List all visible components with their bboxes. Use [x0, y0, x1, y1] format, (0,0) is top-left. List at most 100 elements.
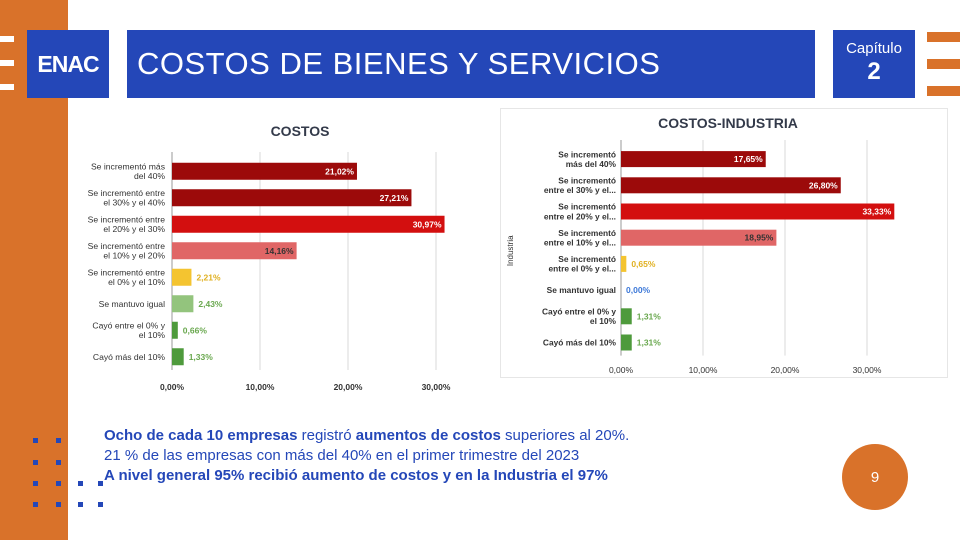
summary-text: Ocho de cada 10 empresas registró aument… — [104, 426, 629, 486]
value-label: 2,43% — [198, 299, 223, 309]
category-label-line: el 20% y el 30% — [103, 224, 165, 234]
category-label-line: el 10% — [139, 330, 166, 340]
category-label: Se incrementó entre el 30% y el 40% — [88, 188, 166, 208]
bar — [621, 308, 632, 325]
category-label-line: Cayó más del 10% — [93, 352, 165, 362]
chapter-label: Capítulo — [846, 40, 902, 57]
value-label: 17,65% — [734, 154, 763, 164]
summary-line-1: Ocho de cada 10 empresas registró aument… — [104, 426, 629, 446]
bar — [621, 203, 895, 220]
bar — [172, 268, 192, 286]
value-label: 14,16% — [265, 246, 294, 256]
category-label-line: Cayó entre el 0% y — [542, 307, 616, 317]
category-label-line: Se mantuvo igual — [99, 299, 165, 309]
decor-dot — [98, 481, 103, 486]
category-label-line: Se mantuvo igual — [547, 285, 616, 295]
chart-costos-industria: COSTOS-INDUSTRIA Industria 0,00% 10,00% 20,0… — [506, 115, 895, 375]
category-label-line: entre el 20% y el... — [544, 211, 616, 221]
category-label-line: Se incrementó — [558, 176, 616, 186]
category-label-line: Se incrementó más — [91, 161, 165, 171]
summary-line-3: A nivel general 95% recibió aumento de c… — [104, 467, 608, 484]
category-label: Cayó entre el 0% y el 10% — [92, 320, 165, 340]
category-label: Se incrementó más del 40% — [558, 149, 616, 169]
category-label: Se incrementó entre el 10% y el 20% — [88, 241, 166, 261]
category-label-line: el 0% y el 10% — [108, 277, 165, 287]
x-tick-label: 10,00% — [689, 365, 718, 375]
category-label-line: del 40% — [134, 171, 165, 181]
left-stripe — [0, 36, 14, 42]
category-label: Cayó más del 10% — [543, 338, 617, 348]
x-tick-label: 30,00% — [853, 365, 882, 375]
bar — [172, 242, 297, 260]
category-label: Se incrementó entre el 20% y el... — [544, 202, 616, 222]
chart-costos: COSTOS 0,00% 10,00% 20,00% 30,00% Se incremen… — [88, 123, 451, 392]
chapter-badge: Capítulo 2 — [833, 30, 915, 98]
category-label: Se incrementó entre el 30% y el... — [544, 176, 616, 196]
category-label-line: el 10% — [590, 316, 617, 326]
logo-text: ENAC — [37, 50, 99, 77]
category-label-line: Se incrementó — [558, 149, 616, 159]
category-label-line: Cayó entre el 0% y — [92, 320, 165, 330]
summary-bold: aumentos de costos — [355, 427, 501, 444]
summary-bold: Ocho de cada 10 empresas — [104, 427, 298, 444]
category-label: Se incrementó más del 40% — [91, 161, 165, 181]
category-label: Se mantuvo igual — [99, 299, 165, 309]
bar — [621, 229, 777, 246]
chart-title: COSTOS-INDUSTRIA — [658, 115, 798, 131]
value-label: 27,21% — [380, 193, 409, 203]
value-label: 1,33% — [189, 352, 214, 362]
value-label: 18,95% — [745, 233, 774, 243]
value-label: 2,21% — [196, 272, 221, 282]
value-label: 0,66% — [183, 325, 208, 335]
chapter-number: 2 — [867, 58, 881, 85]
category-label-line: entre el 30% y el... — [544, 185, 616, 195]
summary-plain: registró — [297, 427, 356, 444]
chart-industria-panel: COSTOS-INDUSTRIA Industria 0,00% 10,00% 20,0… — [500, 108, 948, 378]
bar — [172, 215, 445, 233]
category-label: Se incrementó entre el 20% y el 30% — [88, 214, 166, 234]
category-label-line: el 30% y el 40% — [103, 198, 165, 208]
x-tick-label: 0,00% — [160, 382, 185, 392]
category-label-line: Se incrementó entre — [88, 267, 166, 277]
bar — [172, 162, 357, 180]
value-label: 1,31% — [637, 338, 662, 348]
x-tick-label: 20,00% — [334, 382, 363, 392]
title-bar: COSTOS DE BIENES Y SERVICIOS — [127, 30, 815, 98]
bar — [172, 321, 178, 339]
category-label-line: Se incrementó — [558, 254, 616, 264]
bar — [621, 334, 632, 351]
category-label-line: Se incrementó — [558, 228, 616, 238]
category-label: Se incrementó entre el 10% y el... — [544, 228, 616, 248]
right-mark — [927, 59, 960, 69]
value-label: 0,00% — [626, 285, 651, 295]
page-title: COSTOS DE BIENES Y SERVICIOS — [137, 46, 661, 81]
bar — [172, 348, 184, 366]
x-tick-label: 10,00% — [246, 382, 275, 392]
bar — [172, 295, 194, 313]
category-label-line: Se incrementó — [558, 202, 616, 212]
decor-dot — [56, 460, 61, 465]
category-label: Se incrementó entre el 0% y el... — [549, 254, 617, 274]
decor-dot — [56, 438, 61, 443]
x-tick-label: 30,00% — [422, 382, 451, 392]
bar — [621, 151, 766, 168]
value-label: 30,97% — [413, 219, 442, 229]
chart-title: COSTOS — [271, 123, 330, 139]
category-label: Se mantuvo igual — [547, 285, 616, 295]
category-label: Se incrementó entre el 0% y el 10% — [88, 267, 166, 287]
category-label-line: Cayó más del 10% — [543, 338, 617, 348]
y-axis-title: Industria — [506, 235, 515, 266]
category-label-line: Se incrementó entre — [88, 241, 166, 251]
right-mark — [927, 32, 960, 42]
bar — [621, 255, 627, 272]
category-label-line: entre el 0% y el... — [549, 264, 617, 274]
category-label-line: entre el 10% y el... — [544, 238, 616, 248]
category-label-line: Se incrementó entre — [88, 188, 166, 198]
value-label: 0,65% — [631, 259, 656, 269]
decor-dot — [56, 502, 61, 507]
category-label-line: el 10% y el 20% — [103, 251, 165, 261]
decor-dot — [78, 481, 83, 486]
category-label: Cayó más del 10% — [93, 352, 165, 362]
category-label: Cayó entre el 0% y el 10% — [542, 307, 617, 327]
x-tick-label: 0,00% — [609, 365, 634, 375]
